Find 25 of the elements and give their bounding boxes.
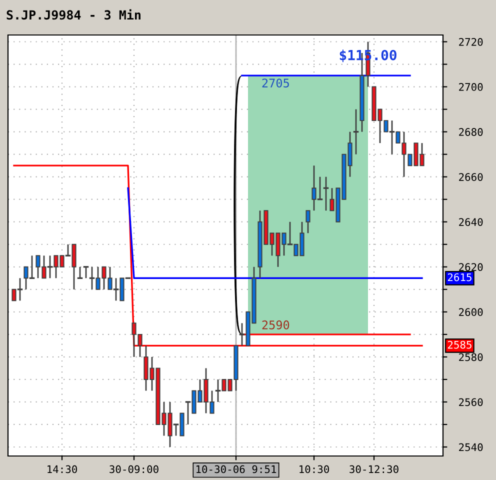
chart-title: S.JP.J9984 - 3 Min <box>6 9 140 20</box>
annotation: 2705 <box>262 78 289 88</box>
candlestick <box>83 266 89 279</box>
candlestick <box>323 176 329 212</box>
y-tick-label: 2720 <box>459 38 483 46</box>
y-tick-label: 2660 <box>459 173 483 181</box>
y-tick-label: 2540 <box>459 443 483 452</box>
candlestick <box>77 266 83 279</box>
text: 2585 <box>448 340 472 349</box>
annotation: 2590 <box>262 320 290 330</box>
y-tick-label: 2560 <box>459 398 483 406</box>
x-tick-label: 10:30 <box>300 465 330 474</box>
x-tick-label: 10-30-06 9:51 <box>196 465 276 474</box>
y-tick-label: 2600 <box>459 308 483 316</box>
y-tick-label: 2700 <box>459 83 483 91</box>
y-tick-label: 2640 <box>459 218 483 226</box>
y-tick-label: 2620 <box>459 263 483 272</box>
text: 2615 <box>448 273 472 282</box>
candlestick <box>306 210 310 234</box>
y-tick-label: 2680 <box>459 128 483 136</box>
x-tick-label: 30-12:30 <box>350 465 398 474</box>
y-tick-label: 2580 <box>459 353 483 362</box>
x-tick-label: 30-09:00 <box>110 465 158 474</box>
candlestick <box>353 108 359 156</box>
x-tick-label: 14:30 <box>48 465 78 474</box>
